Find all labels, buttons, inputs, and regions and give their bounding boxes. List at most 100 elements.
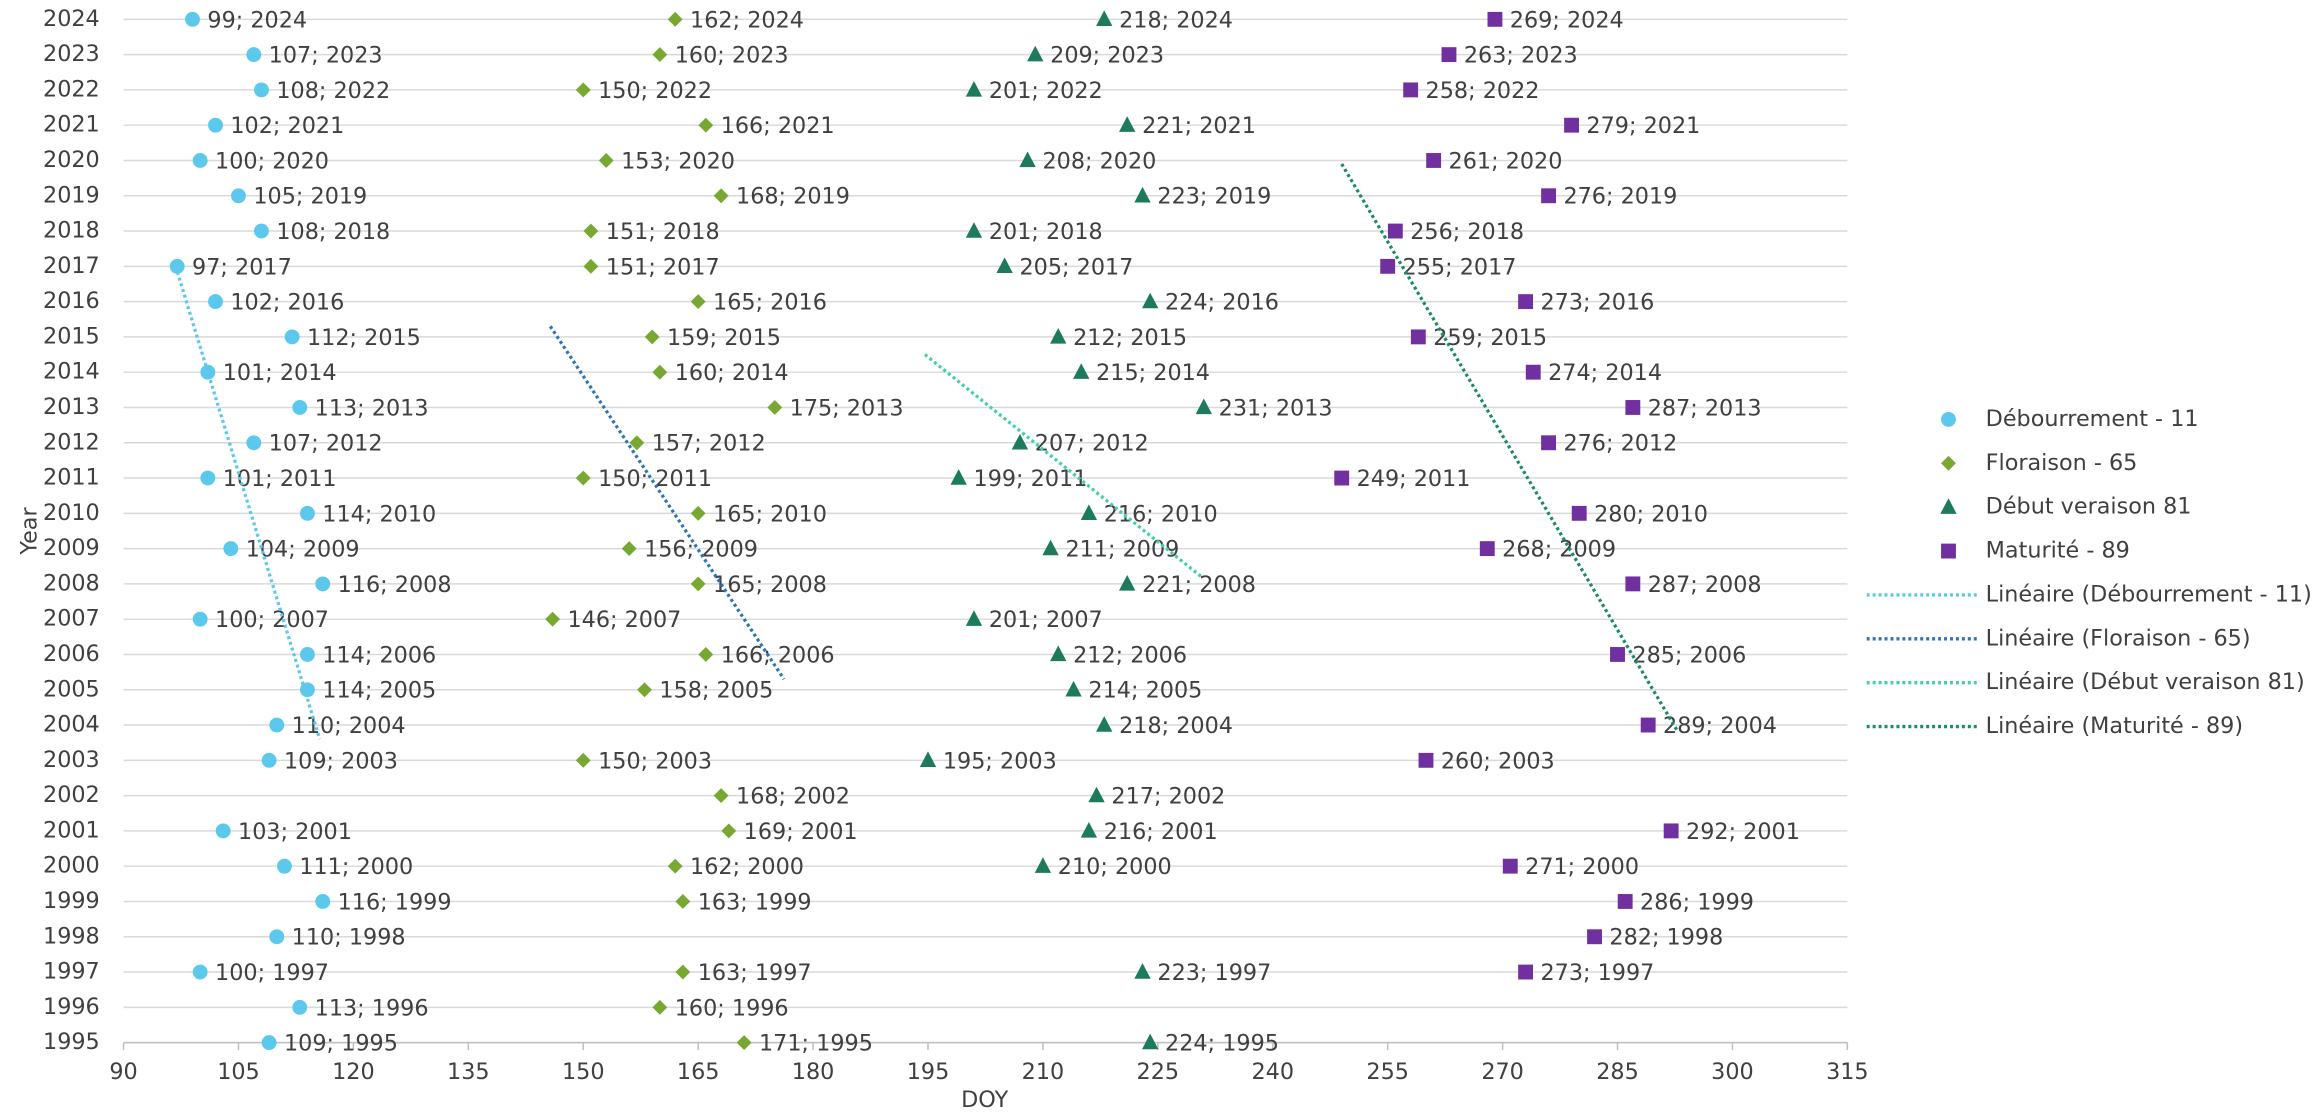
point	[299, 505, 315, 521]
data-label: 212; 2006	[1073, 642, 1187, 668]
data-label: 216; 2010	[1104, 501, 1218, 527]
point	[690, 576, 706, 592]
point	[1119, 116, 1136, 132]
data-label: 292; 2001	[1686, 819, 1800, 845]
point	[1380, 258, 1396, 274]
data-label: 114; 2006	[322, 642, 436, 668]
point	[315, 894, 331, 909]
point	[698, 647, 714, 662]
data-label: 224; 1995	[1165, 1031, 1279, 1057]
data-label: 201; 2018	[989, 219, 1103, 245]
legend-marker	[1940, 498, 1957, 514]
point	[1387, 223, 1403, 239]
legend-label: Linéaire (Floraison - 65)	[1986, 625, 2251, 651]
data-label: 158; 2005	[659, 678, 773, 704]
y-tick-label: 2010	[43, 500, 100, 526]
data-label: 146; 2007	[567, 607, 681, 633]
point	[1564, 117, 1579, 133]
y-tick-label: 2008	[43, 570, 100, 596]
x-tick-label: 225	[1137, 1059, 1180, 1085]
x-tick-label: 90	[109, 1059, 137, 1085]
point	[675, 894, 691, 909]
data-label: 289; 2004	[1663, 713, 1777, 739]
point	[637, 682, 652, 698]
y-tick-label: 2000	[43, 853, 100, 879]
point	[1418, 752, 1434, 768]
data-label: 160; 2023	[675, 43, 789, 69]
point	[231, 188, 246, 204]
data-label: 273; 2016	[1540, 290, 1654, 316]
y-tick-label: 1997	[43, 959, 100, 985]
data-label: 218; 2004	[1119, 713, 1233, 739]
point	[736, 1035, 752, 1051]
data-label: 287; 2013	[1648, 395, 1762, 421]
y-tick-label: 2003	[43, 747, 100, 773]
x-tick-label: 285	[1596, 1059, 1639, 1085]
data-label: 212; 2015	[1073, 325, 1187, 351]
data-label: 171; 1995	[759, 1031, 873, 1057]
data-label: 286; 1999	[1640, 889, 1754, 915]
legend-label: Linéaire (Maturité - 89)	[1986, 713, 2243, 739]
point	[1403, 82, 1419, 98]
data-label: 165; 2010	[713, 501, 827, 527]
data-label: 150; 2022	[598, 78, 712, 104]
x-tick-label: 165	[677, 1059, 720, 1085]
point	[690, 505, 706, 521]
data-label: 269; 2024	[1510, 7, 1624, 33]
x-tick-label: 180	[792, 1059, 835, 1085]
point	[1441, 47, 1457, 63]
x-axis-label: DOY	[961, 1087, 1008, 1113]
data-label: 105; 2019	[253, 184, 367, 210]
point	[246, 47, 262, 63]
data-label: 221; 2021	[1142, 113, 1256, 139]
data-label: 102; 2021	[230, 113, 344, 139]
data-label: 216; 2001	[1104, 819, 1218, 845]
point	[575, 752, 591, 768]
point	[254, 82, 269, 98]
data-label: 107; 2023	[269, 43, 383, 69]
data-label: 163; 1999	[698, 889, 812, 915]
point	[315, 576, 331, 592]
point	[1334, 470, 1350, 486]
data-label: 100; 1997	[215, 960, 329, 986]
point	[690, 294, 706, 310]
x-tick-label: 240	[1251, 1059, 1294, 1085]
y-tick-label: 2024	[43, 6, 100, 32]
data-label: 261; 2020	[1449, 148, 1563, 174]
data-label: 217; 2002	[1111, 784, 1225, 810]
x-tick-label: 195	[907, 1059, 950, 1085]
legend-marker	[1941, 411, 1956, 427]
data-label: 276; 2012	[1563, 431, 1677, 457]
data-label: 175; 2013	[790, 395, 904, 421]
data-label: 102; 2016	[230, 290, 344, 316]
point	[208, 117, 223, 133]
data-label: 114; 2010	[322, 501, 436, 527]
point	[261, 1035, 277, 1051]
data-label: 101; 2014	[223, 360, 337, 386]
point	[269, 717, 285, 733]
data-label: 274; 2014	[1548, 360, 1662, 386]
data-label: 108; 2018	[276, 219, 390, 245]
y-tick-label: 2021	[43, 112, 100, 138]
point	[1096, 716, 1113, 732]
data-label: 211; 2009	[1065, 537, 1179, 563]
data-label: 195; 2003	[943, 748, 1057, 774]
x-tick-label: 255	[1366, 1059, 1409, 1085]
data-label: 159; 2015	[667, 325, 781, 351]
x-tick-label: 135	[447, 1059, 490, 1085]
point	[1019, 151, 1036, 168]
point	[575, 470, 591, 486]
y-axis-label: Year	[16, 507, 42, 556]
x-tick-label: 300	[1711, 1059, 1754, 1085]
y-tick-label: 1999	[43, 888, 100, 914]
data-label: 263; 2023	[1464, 43, 1578, 69]
data-label: 201; 2007	[989, 607, 1103, 633]
point	[1065, 680, 1082, 697]
data-label: 287; 2008	[1648, 572, 1762, 598]
data-label: 107; 2012	[269, 431, 383, 457]
legend-label: Linéaire (Début veraison 81)	[1986, 669, 2305, 695]
point	[652, 364, 668, 380]
point	[261, 752, 277, 768]
point	[652, 999, 668, 1015]
data-label: 271; 2000	[1525, 854, 1639, 880]
